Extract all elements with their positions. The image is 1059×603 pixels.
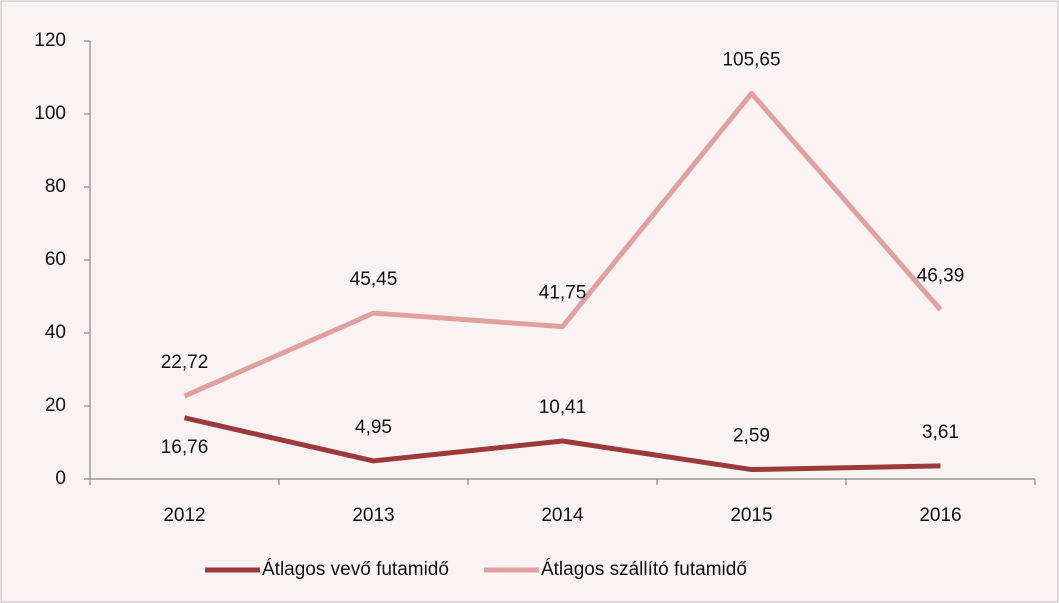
data-label: 10,41 (539, 397, 587, 418)
data-label: 3,61 (922, 422, 959, 443)
data-label: 105,65 (722, 49, 780, 70)
data-label: 22,72 (161, 352, 209, 373)
legend-label: Átlagos szállító futamidő (541, 559, 747, 580)
y-tick-label: 120 (34, 30, 66, 51)
y-tick-label: 60 (45, 249, 66, 270)
data-label: 4,95 (355, 417, 392, 438)
y-tick-label: 0 (55, 468, 66, 489)
x-tick-label: 2013 (352, 505, 394, 526)
x-tick-label: 2012 (163, 505, 205, 526)
x-tick-label: 2016 (919, 505, 961, 526)
data-label: 16,76 (161, 437, 209, 458)
data-label: 45,45 (350, 269, 398, 290)
series-line (183, 90, 943, 399)
y-tick-label: 80 (45, 176, 66, 197)
series-line (183, 415, 941, 473)
y-tick-label: 40 (45, 322, 66, 343)
y-tick-label: 20 (45, 395, 66, 416)
x-tick-label: 2015 (730, 505, 772, 526)
data-label: 46,39 (917, 266, 965, 287)
data-label: 2,59 (733, 426, 770, 447)
x-tick-label: 2014 (541, 505, 584, 526)
y-tick-label: 100 (34, 103, 66, 124)
legend-label: Átlagos vevő futamidő (262, 559, 449, 580)
data-label: 41,75 (539, 283, 587, 304)
